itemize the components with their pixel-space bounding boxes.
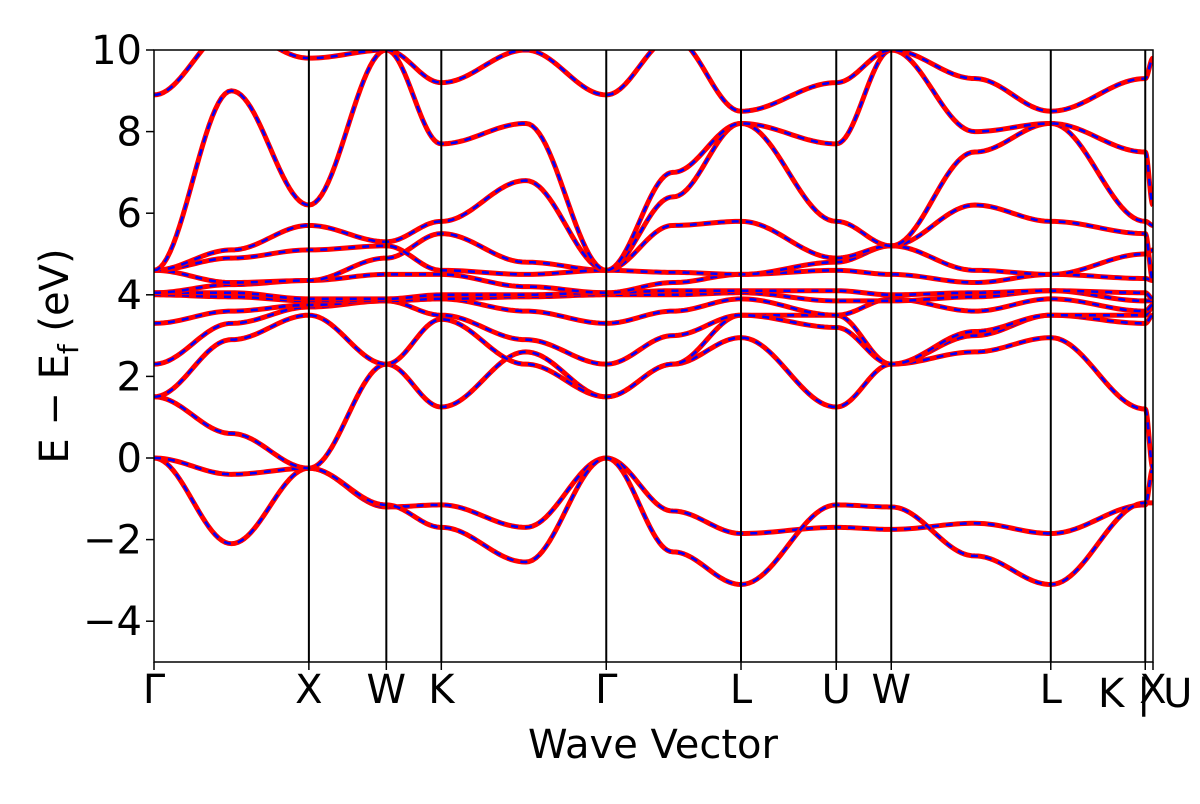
band-line-dashed-4 <box>154 299 1153 366</box>
bands-layer <box>154 50 1153 587</box>
band-line-dashed-12 <box>154 50 1153 272</box>
y-tick-label: 0 <box>117 436 142 482</box>
y-axis-label-unit: (eV) <box>32 248 78 344</box>
y-tick-label: −2 <box>83 518 142 564</box>
band-line-dashed-10 <box>154 203 1153 282</box>
plot-frame <box>153 49 1154 663</box>
band-line-dashed-1 <box>154 456 1153 586</box>
y-tick-label: 6 <box>117 191 142 237</box>
y-axis-label: E − Ef (eV) <box>32 248 85 463</box>
band-line-dashed-7 <box>154 289 1153 301</box>
band-line-solid-4 <box>154 298 1153 367</box>
band-line-dashed-8 <box>154 269 1153 295</box>
y-tick-label: 10 <box>91 28 142 74</box>
y-axis-ticks: −4 −2 0 2 4 6 8 10 <box>83 28 154 645</box>
x-tick-label-2: W <box>367 667 407 713</box>
x-tick-label-4: Γ <box>595 667 618 713</box>
x-tick-label-7: W <box>871 667 911 713</box>
band-line-dashed-13 <box>154 50 1153 113</box>
high-symmetry-lines <box>307 50 1147 662</box>
y-tick-label: 4 <box>117 273 142 319</box>
y-axis-label-subscript: f <box>52 343 85 354</box>
band-line-solid-2 <box>154 335 1153 471</box>
band-line-dashed-5 <box>154 297 1153 325</box>
y-tick-label: −4 <box>83 599 142 645</box>
x-axis-label: Wave Vector <box>528 722 779 768</box>
y-tick-label: 8 <box>117 110 142 156</box>
band-line-solid-13 <box>154 50 1153 114</box>
x-tick-label-6: U <box>822 667 851 713</box>
x-tick-label-9: K | U <box>1098 671 1192 717</box>
band-line-dashed-9 <box>154 232 1153 284</box>
y-axis-label-main: E − E <box>32 354 78 464</box>
band-line-dashed-11 <box>154 122 1153 272</box>
x-tick-label-1: X <box>295 667 322 713</box>
x-tick-label-10: X <box>1139 667 1166 713</box>
x-tick-label-0: Γ <box>143 667 166 713</box>
y-tick-label: 2 <box>117 354 142 400</box>
band-line-dashed-2 <box>154 336 1153 470</box>
band-line-dashed-0 <box>154 456 1153 545</box>
x-tick-label-8: L <box>1040 667 1063 713</box>
x-tick-label-3: K <box>428 667 456 713</box>
x-tick-label-5: L <box>730 667 753 713</box>
band-line-solid-9 <box>154 231 1153 286</box>
